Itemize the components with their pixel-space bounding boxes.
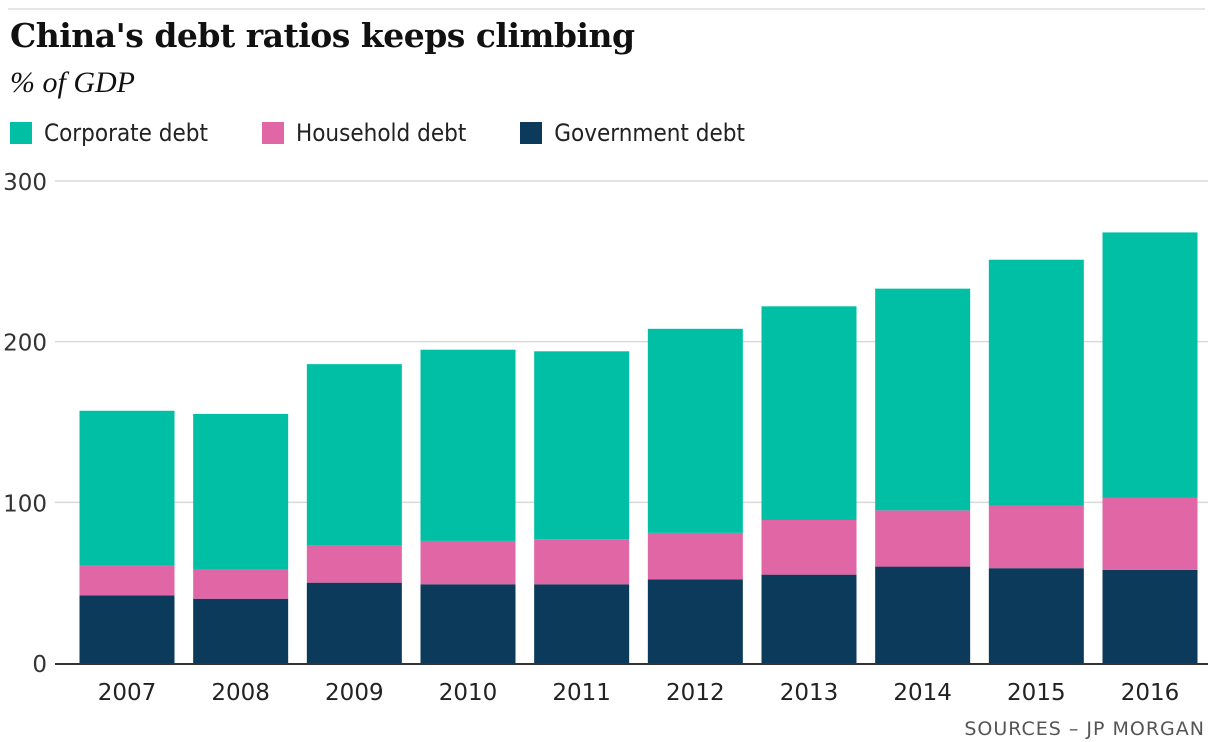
bar-government-debt-2013 <box>761 574 857 663</box>
bar-government-debt-2015 <box>988 568 1084 663</box>
legend-swatch-household <box>261 122 284 144</box>
bar-household-debt-2011 <box>534 539 630 585</box>
legend-label-corporate: Corporate debt <box>44 119 208 147</box>
bar-corporate-debt-2015 <box>988 259 1084 506</box>
bar-household-debt-2008 <box>193 569 289 599</box>
bar-household-debt-2015 <box>988 505 1084 569</box>
bar-corporate-debt-2014 <box>875 288 971 511</box>
bar-government-debt-2008 <box>193 598 289 663</box>
x-tick-label: 2016 <box>1121 680 1180 706</box>
chart-subtitle: % of GDP <box>10 66 135 99</box>
bar-government-debt-2014 <box>875 566 971 663</box>
bar-corporate-debt-2012 <box>647 328 743 533</box>
chart-title: China's debt ratios keeps climbing <box>10 16 635 55</box>
bar-government-debt-2009 <box>306 582 402 663</box>
bar-household-debt-2012 <box>647 532 743 580</box>
y-tick-label: 100 <box>3 491 47 517</box>
legend-swatch-corporate <box>10 122 32 144</box>
x-tick-label: 2015 <box>1007 680 1066 706</box>
legend-item-corporate: Corporate debt <box>10 119 208 147</box>
bar-household-debt-2009 <box>306 545 402 583</box>
bar-corporate-debt-2009 <box>306 364 402 546</box>
bar-household-debt-2016 <box>1102 497 1198 570</box>
top-rule <box>8 8 1205 10</box>
y-tick-label: 0 <box>32 652 47 678</box>
bar-household-debt-2007 <box>79 564 175 596</box>
legend: Corporate debt Household debt Government… <box>10 116 799 150</box>
bar-household-debt-2010 <box>420 540 516 585</box>
x-tick-label: 2014 <box>893 680 952 706</box>
legend-swatch-government <box>520 122 543 144</box>
x-tick-label: 2008 <box>211 680 270 706</box>
x-tick-label: 2012 <box>666 680 725 706</box>
x-tick-label: 2010 <box>439 680 498 706</box>
source-note: SOURCES – JP MORGAN <box>964 718 1205 740</box>
legend-item-household: Household debt <box>261 119 467 147</box>
bar-government-debt-2011 <box>534 584 630 663</box>
bar-corporate-debt-2013 <box>761 306 857 521</box>
x-tick-label: 2013 <box>780 680 839 706</box>
bar-government-debt-2007 <box>79 595 175 663</box>
bar-household-debt-2013 <box>761 520 857 575</box>
legend-label-government: Government debt <box>554 119 745 147</box>
y-tick-label: 200 <box>3 331 47 357</box>
bar-corporate-debt-2010 <box>420 349 516 541</box>
bar-government-debt-2016 <box>1102 569 1198 663</box>
bar-government-debt-2010 <box>420 584 516 663</box>
x-tick-label: 2009 <box>325 680 384 706</box>
x-tick-label: 2011 <box>552 680 611 706</box>
bar-government-debt-2012 <box>647 579 743 663</box>
legend-label-household: Household debt <box>295 119 467 147</box>
x-tick-label: 2007 <box>98 680 157 706</box>
legend-item-government: Government debt <box>520 119 745 147</box>
bar-corporate-debt-2011 <box>534 351 630 540</box>
bar-corporate-debt-2016 <box>1102 232 1198 498</box>
bar-corporate-debt-2008 <box>193 413 289 570</box>
bar-household-debt-2014 <box>875 510 971 567</box>
bar-corporate-debt-2007 <box>79 410 175 565</box>
y-tick-label: 300 <box>3 170 47 196</box>
